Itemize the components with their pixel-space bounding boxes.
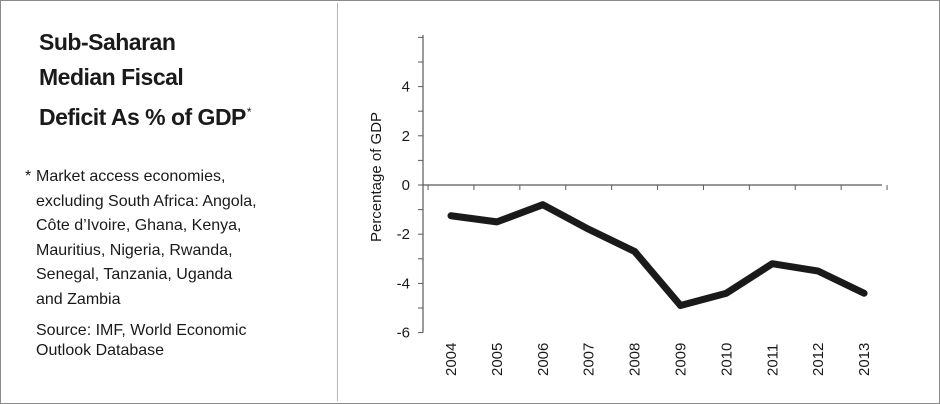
- series-line: [447, 201, 868, 310]
- x-tick-label: 2004: [443, 343, 460, 376]
- footnote: * Market access economies, excluding Sou…: [25, 165, 325, 312]
- series: [447, 201, 868, 310]
- title-line-1: Sub-Saharan: [39, 29, 176, 55]
- title-line-3: Deficit As % of GDP: [39, 104, 246, 130]
- y-tick-label: -6: [397, 325, 410, 342]
- x-tick-label: 2005: [489, 343, 506, 376]
- y-tick-label: 0: [402, 177, 410, 194]
- x-tick-label: 2007: [581, 343, 598, 376]
- x-tick-label: 2011: [764, 344, 781, 376]
- footnote-marker: *: [25, 168, 32, 185]
- y-axis-label: Percentage of GDP: [368, 112, 385, 242]
- x-tick-label: 2008: [627, 343, 644, 376]
- x-tick-label: 2006: [535, 343, 552, 376]
- footnote-text: Market access economies, excluding South…: [36, 168, 257, 308]
- x-axis: 2004 2005 2006 2007 2008 2009 2010 2011 2012 2013: [423, 184, 888, 376]
- y-tick-label: -2: [397, 226, 410, 243]
- y-tick-label: 4: [402, 79, 410, 96]
- title-footnote-mark: *: [246, 105, 252, 119]
- x-tick-label: 2012: [810, 343, 827, 376]
- x-tick-label: 2013: [856, 343, 873, 376]
- y-tick-label: 2: [402, 128, 410, 145]
- panel-divider: [337, 3, 338, 401]
- y-tick-label: -4: [397, 275, 410, 292]
- x-tick-label: 2010: [718, 343, 735, 376]
- y-axis: -6 -4 -2 0 2 4: [397, 35, 424, 342]
- title-line-2: Median Fiscal: [39, 64, 184, 90]
- source-note: Source: IMF, World Economic Outlook Data…: [36, 322, 247, 359]
- figure-title: Sub-Saharan Median Fiscal Deficit As % o…: [39, 25, 339, 135]
- x-tick-label: 2009: [673, 343, 690, 376]
